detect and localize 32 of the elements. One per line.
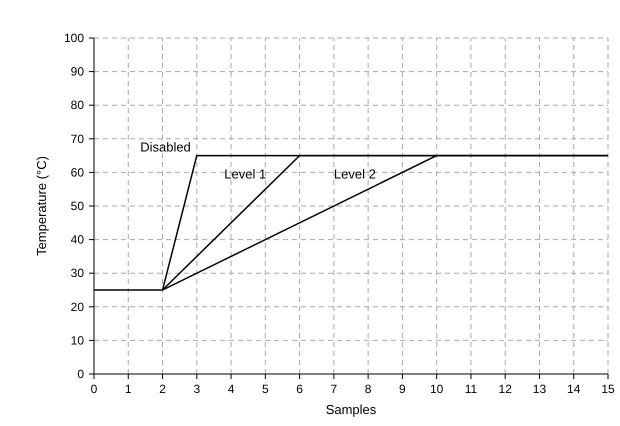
x-tick-label: 1 [124, 382, 132, 396]
y-axis-title: Temperature (°C) [34, 156, 49, 256]
x-tick-label: 4 [228, 382, 235, 396]
x-tick-label: 10 [430, 382, 444, 396]
x-tick-label: 2 [159, 382, 166, 396]
x-tick-label: 15 [601, 382, 615, 396]
x-tick-label: 5 [262, 382, 269, 396]
series-label: Level 2 [334, 166, 376, 182]
x-tick-label: 13 [532, 382, 546, 396]
y-tick-label: 80 [70, 98, 84, 112]
x-tick-label: 11 [464, 382, 478, 396]
x-tick-label: 12 [498, 382, 512, 396]
y-tick-label: 100 [64, 31, 84, 45]
x-tick-label: 9 [399, 382, 406, 396]
series-label: Level 1 [224, 166, 266, 182]
x-tick-label: 6 [296, 382, 304, 396]
y-tick-label: 60 [70, 165, 84, 180]
x-tick-label: 8 [364, 382, 372, 396]
y-tick-label: 40 [70, 232, 84, 247]
y-tick-label: 30 [70, 266, 84, 280]
x-tick-label: 0 [90, 382, 98, 396]
x-tick-label: 14 [567, 382, 581, 396]
y-tick-label: 0 [77, 367, 84, 381]
series-label: Disabled [140, 140, 191, 155]
x-tick-label: 3 [193, 382, 200, 396]
y-tick-label: 90 [70, 64, 84, 79]
y-tick-label: 10 [70, 333, 84, 348]
y-tick-label: 70 [70, 132, 84, 146]
x-tick-label: 7 [330, 382, 338, 396]
y-tick-label: 20 [70, 300, 84, 314]
y-tick-label: 50 [70, 199, 84, 213]
x-axis-title: Samples [326, 402, 377, 417]
